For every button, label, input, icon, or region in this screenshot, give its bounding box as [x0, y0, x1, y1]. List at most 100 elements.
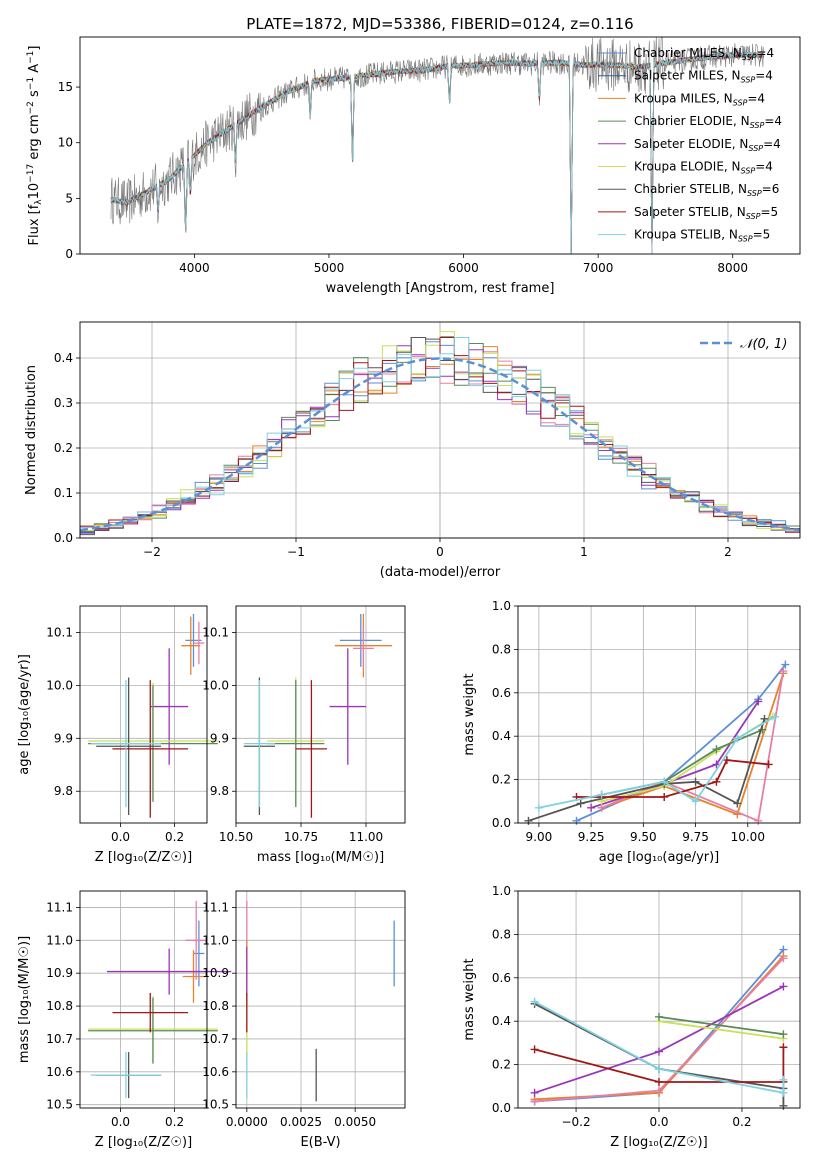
legend-entry: Chabrier MILES, NSSP=4 [634, 46, 774, 62]
x-tick-label: 5000 [314, 261, 345, 275]
data-point-marker [722, 756, 731, 765]
y-axis-label: mass weight [462, 673, 477, 755]
y-tick-label: 10.9 [46, 966, 73, 980]
y-axis-label: mass [log₁₀(M/M☉)] [17, 936, 32, 1063]
mass-vs-EBV-plot: 0.0000 0.0025 0.0050 10.5 10.6 10.7 10.8 10.9 11… [202, 890, 406, 1150]
data-point-marker [764, 760, 773, 769]
weight-vs-age-plot: 9.00 9.25 9.50 9.75 10.00 0.0 0.2 0.4 0.6 0.8 1.0 a… [462, 599, 801, 865]
x-tick-label: 4000 [179, 261, 210, 275]
legend-entry: Salpeter MILES, NSSP=4 [634, 69, 773, 85]
weight-line [658, 1020, 784, 1040]
spectrum-lines [110, 37, 764, 254]
y-tick-label: 10.5 [202, 1098, 229, 1112]
y-tick-label: 10.7 [202, 1032, 229, 1046]
x-tick-label: −2 [143, 545, 161, 559]
x-tick-label: 11.00 [349, 830, 383, 844]
y-tick-label: 0.3 [54, 396, 73, 410]
data-point-marker [712, 777, 721, 786]
data-point-marker [779, 954, 788, 963]
x-tick-label: 2 [724, 545, 732, 559]
y-tick-label: 0.0 [492, 816, 511, 830]
model-fit-line [110, 51, 764, 254]
y-tick-label: 10.8 [46, 999, 73, 1013]
data-point-marker [779, 1101, 788, 1110]
y-tick-label: 10.5 [46, 1098, 73, 1112]
y-axis-label: Flux [fλ10−17 erg cm−2 s−1 A−1] [26, 46, 44, 246]
data-point-marker [712, 745, 721, 754]
data-point-marker [655, 1086, 663, 1095]
y-tick-label: 10.0 [202, 678, 229, 692]
y-tick-label: 0.2 [54, 441, 73, 455]
y-tick-label: 0.0 [492, 1101, 511, 1115]
data-point-marker [733, 799, 742, 808]
y-axis-label: Normed distribution [24, 365, 39, 495]
y-tick-label: 0.2 [492, 1058, 511, 1072]
legend-entry: Salpeter ELODIE, NSSP=4 [634, 137, 781, 153]
axes-frame [517, 605, 801, 824]
data-point-marker [597, 790, 606, 799]
y-tick-label: 0.4 [54, 351, 73, 365]
data-point-marker [655, 1077, 663, 1086]
y-tick-label: 0.8 [492, 642, 511, 656]
x-tick-label: 10.50 [219, 830, 253, 844]
weight-line [538, 715, 776, 809]
data-point-marker [754, 816, 763, 825]
x-tick-label: 0.0000 [226, 1115, 268, 1129]
y-tick-label: 0.0 [54, 531, 73, 545]
y-tick-label: 10.8 [202, 999, 229, 1013]
axes-frame [79, 605, 208, 824]
data-point-marker [781, 660, 790, 669]
data-point-marker [530, 1097, 539, 1106]
x-axis-label: Z [log₁₀(Z/Z☉)] [610, 1135, 707, 1150]
x-tick-label: 9.50 [630, 830, 657, 844]
age-vs-mass-plot: 10.50 10.75 11.00 9.8 9.9 10.0 10.1 mass [log₁₀… [202, 605, 406, 865]
x-tick-label: 8000 [717, 261, 748, 275]
data-point-marker [530, 1088, 539, 1097]
data-point-marker [779, 667, 788, 676]
weight-line [528, 718, 766, 822]
x-tick-label: 0.2 [732, 1115, 751, 1129]
y-tick-label: 11.1 [202, 900, 229, 914]
y-tick-label: 0.6 [492, 686, 511, 700]
y-tick-label: 9.9 [54, 731, 73, 745]
histogram-line [80, 337, 800, 533]
legend-entry: Chabrier ELODIE, NSSP=4 [634, 114, 782, 130]
weight-line [534, 1003, 785, 1106]
y-tick-label: 9.8 [210, 784, 229, 798]
legend-entry: Kroupa STELIB, NSSP=5 [634, 228, 770, 244]
model-fit-line [110, 51, 764, 254]
weight-line [534, 1047, 785, 1083]
x-tick-label: −1 [287, 545, 305, 559]
data-point-marker [530, 1045, 539, 1054]
y-tick-label: 10.1 [46, 625, 73, 639]
x-tick-label: 0.0050 [334, 1115, 376, 1129]
y-tick-label: 15 [58, 80, 73, 94]
residual-histogram-plot: −2 −1 0 1 2 0.0 0.1 0.2 0.3 0.4 (data-model)/error… [24, 321, 801, 580]
y-tick-label: 10.1 [202, 625, 229, 639]
weight-line [601, 728, 763, 796]
legend-entry: 𝒩(0, 1) [740, 337, 787, 352]
y-tick-label: 10.6 [46, 1065, 73, 1079]
data-point-marker [779, 1043, 788, 1052]
x-tick-label: 0.0 [649, 1115, 668, 1129]
x-tick-label: 9.75 [682, 830, 709, 844]
x-tick-label: 10.75 [284, 830, 318, 844]
y-tick-label: 9.9 [210, 731, 229, 745]
weight-line [534, 1000, 785, 1094]
legend-entry: Kroupa MILES, NSSP=4 [634, 91, 765, 107]
y-tick-label: 9.8 [54, 784, 73, 798]
weight-line [576, 759, 769, 798]
x-tick-label: 0.0025 [280, 1115, 322, 1129]
x-axis-label: Z [log₁₀(Z/Z☉)] [95, 1135, 192, 1150]
y-tick-label: 10.6 [202, 1065, 229, 1079]
x-tick-label: 9.00 [526, 830, 553, 844]
y-tick-label: 10.0 [46, 678, 73, 692]
data-point-marker [572, 816, 581, 825]
model-fit-line [110, 51, 764, 254]
data-point-marker [760, 714, 769, 723]
x-tick-label: 0.0 [111, 830, 130, 844]
spectrum-plot: 4000 5000 6000 7000 8000 0 5 10 15 wavelength [An… [26, 36, 801, 296]
x-tick-label: 9.25 [578, 830, 605, 844]
x-axis-label: (data-model)/error [380, 565, 501, 580]
